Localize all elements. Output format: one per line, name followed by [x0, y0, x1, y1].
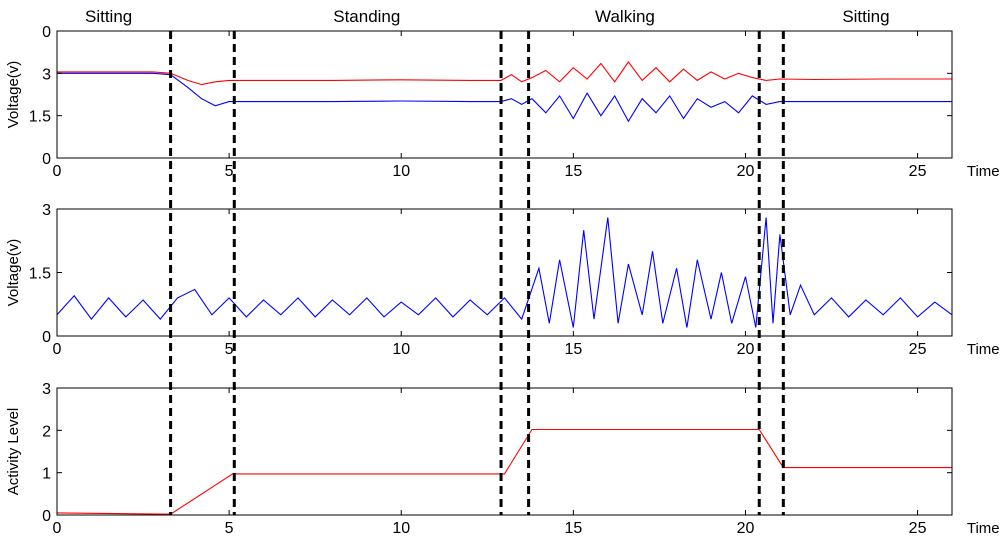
transition-dividers	[169, 31, 785, 515]
y-tick-label: 0	[42, 24, 51, 41]
x-tick-label: 15	[564, 163, 582, 180]
y-axis-label: Activity Level	[5, 408, 22, 496]
y-tick-label: 0	[42, 508, 51, 525]
x-tick-label: 5	[225, 163, 234, 180]
y-tick-label: 3	[42, 66, 51, 83]
y-tick-label: 1	[42, 466, 51, 483]
x-axis-label: Time(s)	[967, 520, 1000, 537]
phase-label: Sitting	[85, 7, 132, 26]
panel-1: 0 5 10 15 20 25 0 1.5 3 0 Time(s) Voltage(v)	[5, 24, 1000, 180]
phase-labels: Sitting Standing Walking Sitting	[85, 7, 890, 26]
x-tick-label: 10	[392, 520, 410, 537]
phase-label: Walking	[595, 7, 655, 26]
x-axis-label: Time(s)	[967, 163, 1000, 180]
x-tick-label: 10	[392, 163, 410, 180]
x-tick-label: 15	[564, 520, 582, 537]
phase-label: Sitting	[842, 7, 889, 26]
x-axis-label: Time(s)	[967, 341, 1000, 358]
plot-frame	[56, 208, 953, 337]
y-tick-label: 2	[42, 423, 51, 440]
y-tick-label: 3	[42, 202, 51, 219]
panel-2: 0 5 10 15 20 25 0 1.5 3 Time(s) Voltage(v)	[5, 202, 1000, 358]
x-tick-label: 25	[909, 163, 927, 180]
x-tick-label: 0	[53, 520, 62, 537]
chart-panels: 051015202501.530Time(s)Voltage(v)0510152…	[5, 24, 1000, 537]
plot-frame	[56, 30, 953, 159]
series-line-1	[57, 61, 952, 86]
y-tick-label: 3	[42, 381, 51, 398]
x-tick-label: 20	[737, 520, 755, 537]
x-tick-label: 20	[737, 163, 755, 180]
y-tick-label: 1.5	[29, 266, 51, 283]
series-line-1	[56, 217, 953, 328]
series-line-1	[56, 428, 952, 515]
y-axis-label: Voltage(v)	[5, 61, 22, 129]
x-tick-label: 25	[909, 341, 927, 358]
x-tick-label: 15	[564, 341, 582, 358]
y-tick-label: 1.5	[29, 109, 51, 126]
y-tick-label: 0	[42, 151, 51, 168]
x-tick-label: 5	[225, 520, 234, 537]
x-tick-label: 0	[53, 163, 62, 180]
x-tick-label: 25	[909, 520, 927, 537]
y-tick-label: 0	[42, 329, 51, 346]
x-tick-label: 0	[53, 341, 62, 358]
plot-frame	[56, 387, 953, 516]
series-line-2	[57, 72, 952, 123]
phase-label: Standing	[333, 7, 400, 26]
y-axis-label: Voltage(v)	[5, 239, 22, 307]
x-tick-label: 20	[737, 341, 755, 358]
x-tick-label: 10	[392, 341, 410, 358]
panel-3: 0 5 10 15 20 25 0 1 2 3 Time(s) Activity Level	[5, 381, 1000, 537]
x-tick-label: 5	[225, 341, 234, 358]
